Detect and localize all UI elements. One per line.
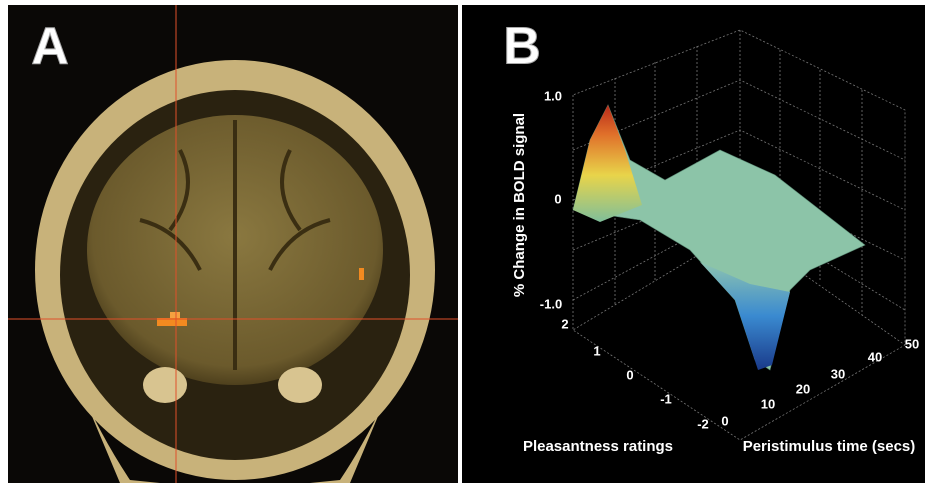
z-tick-label: 1.0 — [544, 88, 562, 103]
x-tick-label: 10 — [761, 396, 775, 411]
x-tick-label: 30 — [831, 366, 845, 381]
z-tick-label: -1.0 — [540, 296, 562, 311]
figure: A B % Change in BOLD signal 1.0 0 -1.0 2… — [0, 0, 929, 487]
x-tick-label: 50 — [905, 336, 919, 351]
page: {"panels": [ {"label": "A"}, {"label": "… — [0, 0, 929, 487]
y-tick-label: -2 — [697, 416, 709, 431]
y-tick-label: 1 — [593, 343, 600, 358]
y-tick-label: 2 — [561, 316, 568, 331]
panel-b: B % Change in BOLD signal 1.0 0 -1.0 2 1… — [462, 5, 925, 483]
y-axis-title: Pleasantness ratings — [523, 438, 673, 455]
x-tick-label: 0 — [721, 413, 728, 428]
z-axis-title: % Change in BOLD signal — [511, 113, 528, 297]
x-axis-title: Peristimulus time (secs) — [743, 438, 916, 455]
activation — [170, 312, 180, 318]
y-tick-label: 0 — [626, 367, 633, 382]
bone — [143, 367, 187, 403]
x-tick-label: 20 — [796, 381, 810, 396]
z-tick-label: 0 — [554, 191, 561, 206]
y-tick-label: -1 — [660, 391, 672, 406]
activation — [359, 268, 364, 280]
panel-label: B — [503, 18, 541, 76]
panel-a: A — [8, 5, 458, 483]
bone — [278, 367, 322, 403]
x-tick-label: 40 — [868, 349, 882, 364]
panel-label: A — [31, 18, 69, 76]
